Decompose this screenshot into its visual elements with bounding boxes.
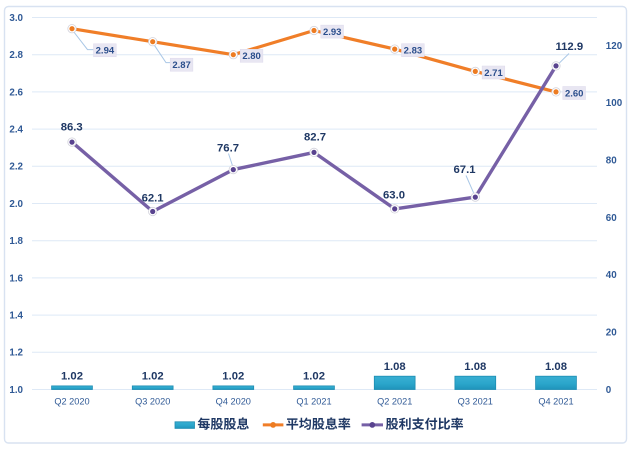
- svg-text:0: 0: [606, 385, 612, 396]
- svg-text:Q1 2021: Q1 2021: [296, 396, 331, 406]
- svg-text:2.83: 2.83: [404, 46, 423, 57]
- svg-text:Q3 2021: Q3 2021: [458, 396, 493, 406]
- svg-text:82.7: 82.7: [304, 132, 326, 144]
- svg-text:67.1: 67.1: [454, 164, 476, 176]
- svg-text:1.08: 1.08: [464, 361, 486, 373]
- svg-text:2.87: 2.87: [172, 60, 191, 71]
- svg-text:1.02: 1.02: [303, 371, 325, 383]
- svg-text:Q2 2020: Q2 2020: [54, 396, 89, 406]
- svg-text:1.08: 1.08: [545, 361, 567, 373]
- svg-text:80: 80: [606, 156, 617, 167]
- svg-text:120: 120: [606, 41, 623, 52]
- svg-text:2.8: 2.8: [9, 50, 23, 61]
- svg-text:1.02: 1.02: [222, 371, 244, 383]
- svg-text:Q4 2021: Q4 2021: [538, 396, 573, 406]
- svg-text:20: 20: [606, 328, 617, 339]
- svg-text:63.0: 63.0: [383, 189, 405, 201]
- svg-text:2.6: 2.6: [9, 87, 23, 98]
- svg-text:Q3 2020: Q3 2020: [135, 396, 170, 406]
- svg-text:2.94: 2.94: [96, 46, 115, 57]
- svg-text:2.71: 2.71: [484, 68, 503, 79]
- svg-text:1.02: 1.02: [142, 371, 164, 383]
- svg-text:76.7: 76.7: [217, 143, 239, 155]
- svg-text:2.80: 2.80: [242, 51, 261, 62]
- svg-text:1.02: 1.02: [61, 371, 83, 383]
- svg-text:86.3: 86.3: [61, 122, 83, 134]
- svg-text:1.08: 1.08: [384, 361, 406, 373]
- svg-text:1.2: 1.2: [9, 348, 23, 359]
- svg-text:100: 100: [606, 98, 623, 109]
- svg-text:1.6: 1.6: [9, 273, 23, 284]
- svg-text:3.0: 3.0: [9, 13, 23, 24]
- svg-text:2.4: 2.4: [9, 125, 23, 136]
- svg-text:62.1: 62.1: [142, 193, 164, 205]
- svg-text:Q2 2021: Q2 2021: [377, 396, 412, 406]
- svg-text:2.0: 2.0: [9, 199, 23, 210]
- svg-text:1.8: 1.8: [9, 236, 23, 247]
- svg-text:60: 60: [606, 213, 617, 224]
- svg-text:1.0: 1.0: [9, 385, 23, 396]
- svg-text:Q4 2020: Q4 2020: [216, 396, 251, 406]
- svg-text:2.2: 2.2: [9, 162, 23, 173]
- svg-text:112.9: 112.9: [555, 41, 583, 53]
- svg-text:40: 40: [606, 270, 617, 281]
- svg-text:2.93: 2.93: [323, 27, 342, 38]
- svg-text:1.4: 1.4: [9, 311, 23, 322]
- svg-text:2.60: 2.60: [565, 88, 584, 99]
